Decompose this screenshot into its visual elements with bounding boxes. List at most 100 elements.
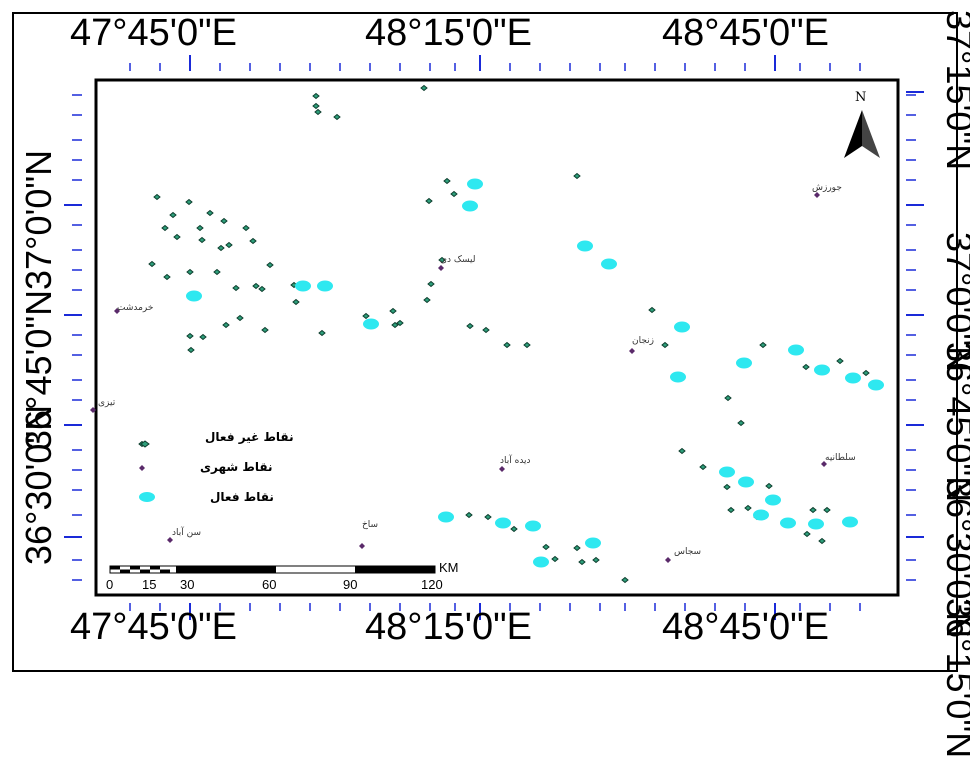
- inactive-point: [389, 307, 397, 315]
- inactive-point: [222, 321, 230, 329]
- north-arrow-icon: [844, 110, 880, 158]
- inactive-point: [312, 102, 320, 110]
- inactive-point: [551, 555, 559, 563]
- inactive-point: [723, 483, 731, 491]
- city-point: [438, 265, 444, 271]
- city-label: ساخ: [362, 520, 379, 530]
- inactive-point: [724, 394, 732, 402]
- inactive-point: [759, 341, 767, 349]
- inactive-point: [199, 333, 207, 341]
- inactive-point: [314, 108, 322, 116]
- inactive-point: [220, 217, 228, 225]
- right-label-5: 36°15'0"N: [939, 598, 970, 758]
- active-point: [814, 364, 830, 376]
- scale-tick-15: 15: [142, 577, 157, 592]
- inactive-point: [592, 556, 600, 564]
- top-label-3: 48°45'0"E: [662, 12, 829, 54]
- legend-city-label: نقاط شهری: [200, 460, 273, 474]
- city-point: [821, 461, 827, 467]
- legend-active-symbol: [139, 492, 155, 502]
- scale-tick-60: 60: [262, 577, 277, 592]
- inactive-point: [573, 172, 581, 180]
- inactive-point: [450, 190, 458, 198]
- active-point: [788, 344, 804, 356]
- city-label: سجاس: [674, 547, 702, 557]
- inactive-point: [661, 341, 669, 349]
- inactive-point: [206, 209, 214, 217]
- graticule-ticks: [64, 55, 924, 620]
- city-point: [499, 466, 505, 472]
- active-point: [780, 517, 796, 529]
- inactive-point: [186, 268, 194, 276]
- city-point: [359, 543, 365, 549]
- inactive-point: [482, 326, 490, 334]
- city-point: [629, 348, 635, 354]
- legend-active-label: نقاط فعال: [210, 490, 274, 504]
- inactive-point: [465, 511, 473, 519]
- top-label-2: 48°15'0"E: [365, 12, 532, 54]
- active-point: [674, 321, 690, 333]
- inactive-point: [261, 326, 269, 334]
- bottom-label-1: 47°45'0"E: [70, 606, 237, 648]
- legend-inactive-symbol: [140, 440, 150, 448]
- active-point: [585, 537, 601, 549]
- inactive-point: [163, 273, 171, 281]
- inactive-point: [503, 341, 511, 349]
- inactive-point: [333, 113, 341, 121]
- active-point: [495, 517, 511, 529]
- active-point: [670, 371, 686, 383]
- active-point: [186, 290, 202, 302]
- city-point: [665, 557, 671, 563]
- inactive-point: [803, 530, 811, 538]
- city-label: زنجان: [632, 336, 655, 346]
- inactive-point: [443, 177, 451, 185]
- map-frame: [94, 78, 900, 597]
- inactive-point: [252, 282, 260, 290]
- city-points-layer: [90, 192, 827, 563]
- inactive-point: [573, 544, 581, 552]
- inactive-point: [765, 482, 773, 490]
- scale-unit: KM: [439, 560, 459, 575]
- inactive-point: [836, 357, 844, 365]
- inactive-point: [396, 319, 404, 327]
- scale-tick-30: 30: [180, 577, 195, 592]
- inactive-point: [802, 363, 810, 371]
- inactive-point: [153, 193, 161, 201]
- inactive-point: [862, 369, 870, 377]
- inactive-point: [148, 260, 156, 268]
- active-point: [438, 511, 454, 523]
- active-point: [533, 556, 549, 568]
- active-point: [462, 200, 478, 212]
- inactive-point: [266, 261, 274, 269]
- city-label: دیده آباد: [500, 456, 531, 466]
- inactive-point: [823, 506, 831, 514]
- inactive-point: [523, 341, 531, 349]
- active-point: [295, 280, 311, 292]
- inactive-point: [185, 198, 193, 206]
- map-canvas: [64, 55, 924, 620]
- active-point: [317, 280, 333, 292]
- bottom-label-2: 48°15'0"E: [365, 606, 532, 648]
- inactive-point: [727, 506, 735, 514]
- inactive-point: [169, 211, 177, 219]
- inactive-point: [542, 543, 550, 551]
- city-label: سن آباد: [172, 528, 202, 538]
- inactive-point: [737, 419, 745, 427]
- active-point: [765, 494, 781, 506]
- city-label: سلطانیه: [825, 453, 856, 463]
- inactive-point: [236, 314, 244, 322]
- active-point: [753, 509, 769, 521]
- inactive-point: [484, 513, 492, 521]
- inactive-point: [423, 296, 431, 304]
- inactive-point: [258, 285, 266, 293]
- inactive-point: [621, 576, 629, 584]
- city-point: [814, 192, 820, 198]
- active-point: [842, 516, 858, 528]
- right-label-1: 37°15'0"N: [939, 10, 970, 171]
- active-point: [577, 240, 593, 252]
- city-label: لیسک دی: [440, 255, 476, 265]
- city-point: [167, 537, 173, 543]
- bottom-label-3: 48°45'0"E: [662, 606, 829, 648]
- active-point: [719, 466, 735, 478]
- inactive-point: [186, 332, 194, 340]
